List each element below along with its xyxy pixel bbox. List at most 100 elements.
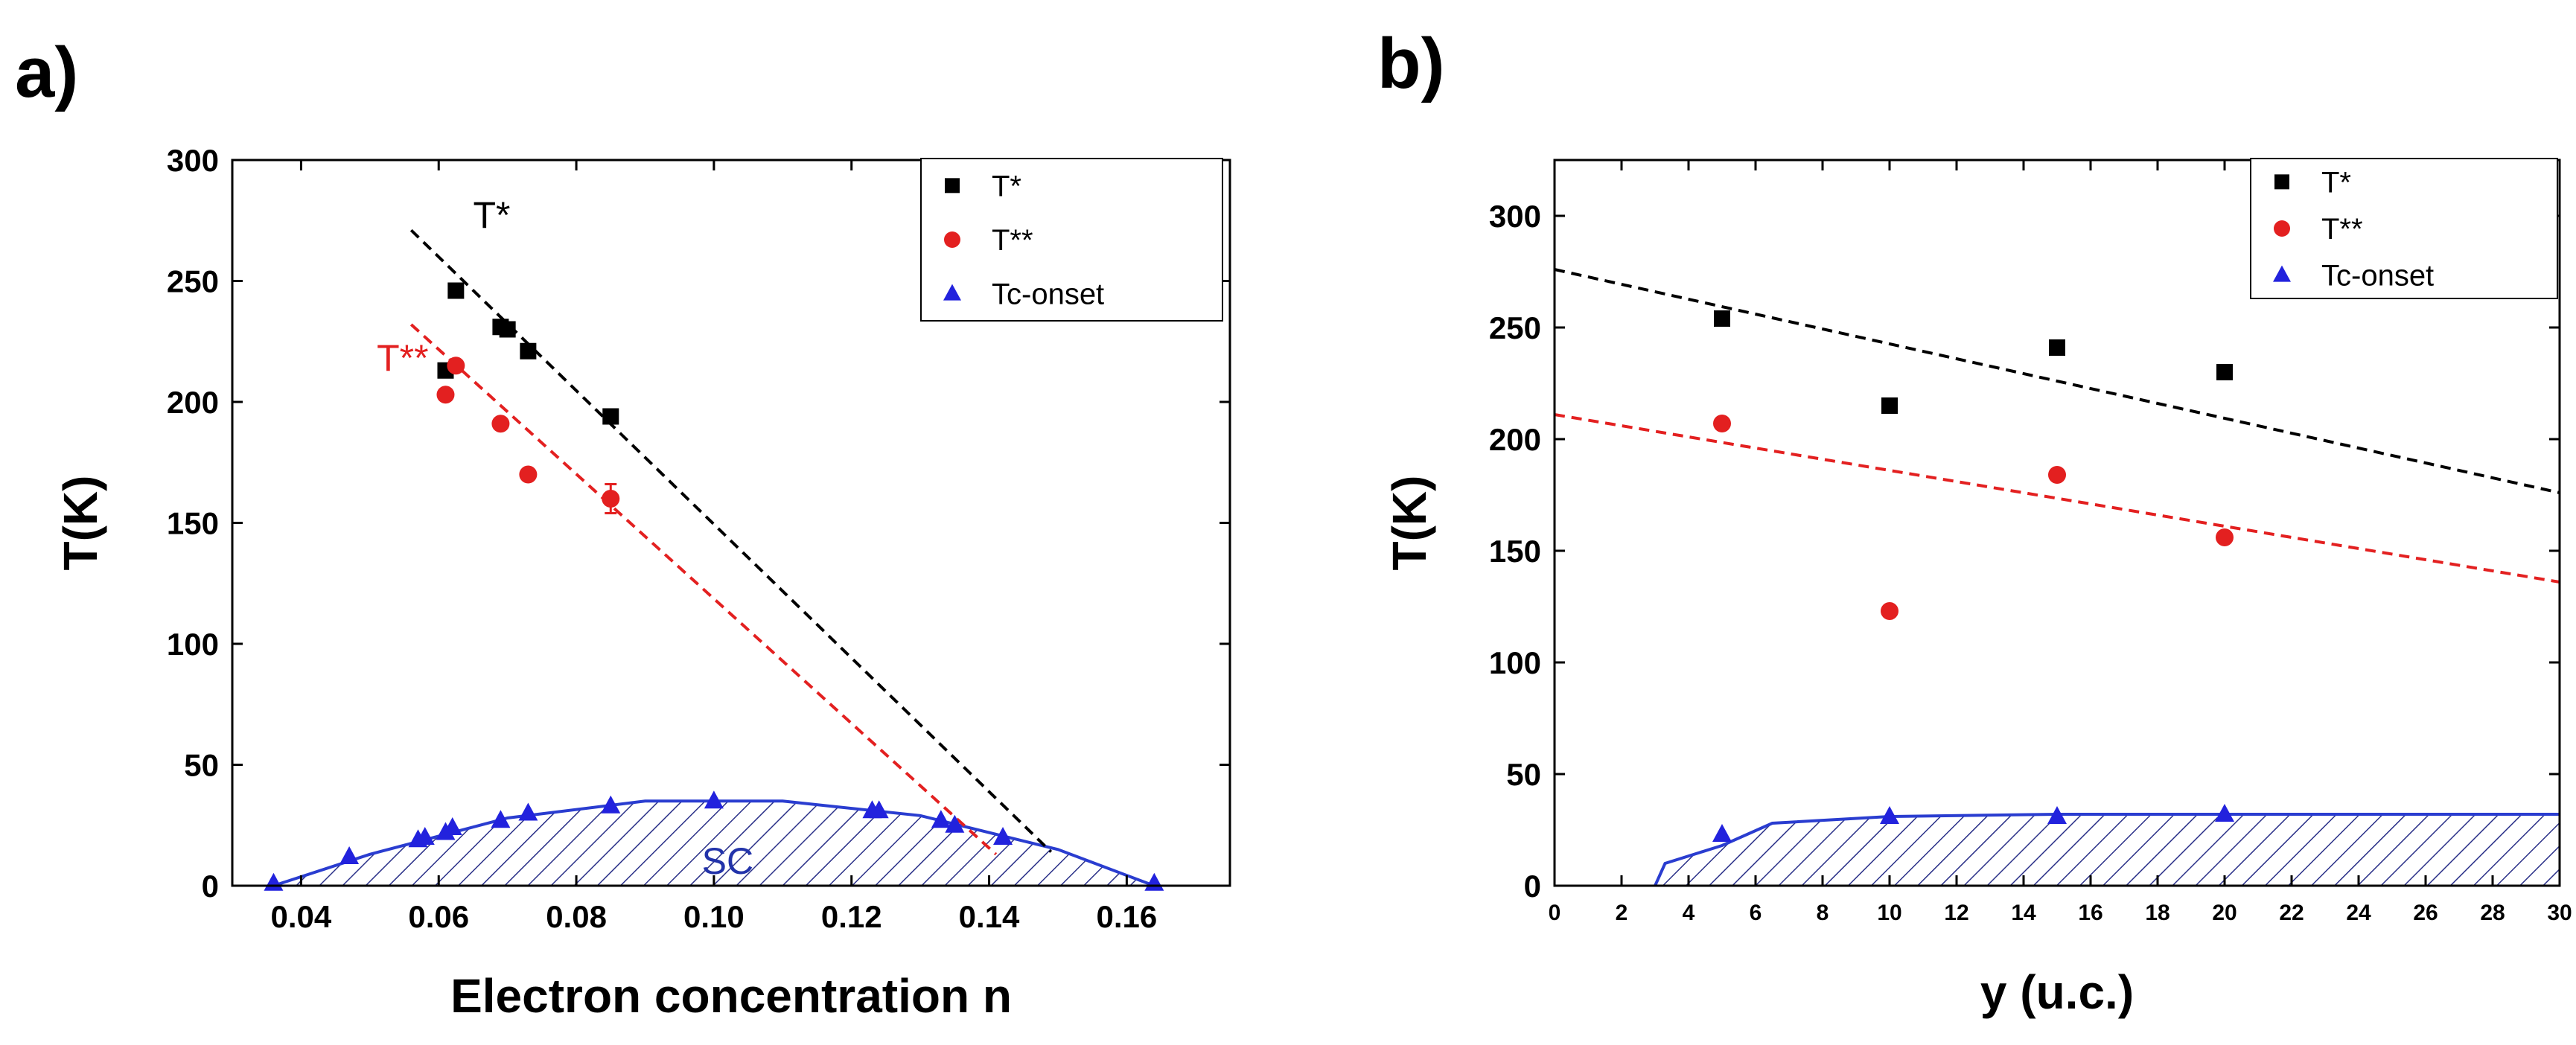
data-point-tc-onset-9 xyxy=(704,790,724,809)
y-tick-label: 200 xyxy=(1489,422,1541,457)
x-tick-label: 0.16 xyxy=(1097,899,1158,934)
y-tick-label: 0 xyxy=(1524,869,1541,904)
y-tick-label: 300 xyxy=(167,143,219,178)
data-point-tc-onset-1 xyxy=(1880,806,1899,824)
legend-marker-1 xyxy=(944,231,960,248)
annotation-sc: SC xyxy=(702,840,753,882)
y-tick-label: 150 xyxy=(167,506,219,541)
legend-entry-1: T** xyxy=(2321,213,2363,246)
y-tick-label: 50 xyxy=(1506,757,1541,792)
fit-line-t-double-star xyxy=(1554,413,2560,584)
x-tick-label: 0.04 xyxy=(271,899,332,934)
y-tick-label: 100 xyxy=(1489,645,1541,680)
x-axis-title: Electron concentration n xyxy=(450,969,1012,1023)
x-tick-label: 0.06 xyxy=(408,899,469,934)
legend-entry-2: Tc-onset xyxy=(992,278,1104,311)
data-point-tc-onset-7 xyxy=(518,802,538,821)
legend-box xyxy=(920,158,1223,322)
panel-b-label: b) xyxy=(1377,24,1445,103)
data-point-t-0 xyxy=(436,386,455,404)
data-point-tc-onset-0 xyxy=(1712,824,1732,842)
fit-line-t-star xyxy=(409,229,1053,853)
legend-marker-0 xyxy=(2274,174,2289,190)
data-point-t-2 xyxy=(491,415,510,433)
y-tick-label: 200 xyxy=(167,385,219,420)
data-point-tc-onset-12 xyxy=(931,810,951,828)
data-point-t-3 xyxy=(519,465,538,484)
x-tick-label: 14 xyxy=(2011,901,2036,925)
data-point-tc-onset-11 xyxy=(869,800,889,819)
fit-line-t-star xyxy=(1554,268,2560,494)
data-point-t-3 xyxy=(2216,364,2233,380)
data-point-t-0 xyxy=(1713,415,1731,432)
x-tick-label: 0.10 xyxy=(683,899,745,934)
legend-entry-1: T** xyxy=(992,224,1033,257)
legend-box xyxy=(2250,158,2558,299)
y-tick-label: 0 xyxy=(202,869,219,904)
data-point-t-1 xyxy=(1881,602,1898,620)
data-point-t-0 xyxy=(1714,310,1730,327)
annotation-tstarstar: T** xyxy=(377,337,428,379)
x-tick-label: 18 xyxy=(2145,901,2169,925)
data-point-t-3 xyxy=(2216,528,2234,546)
y-tick-label: 250 xyxy=(167,264,219,299)
annotation-tstar: T* xyxy=(473,194,510,236)
x-axis-title: y (u.c.) xyxy=(1980,965,2134,1019)
data-point-t-5 xyxy=(602,408,619,425)
y-tick-label: 100 xyxy=(167,627,219,662)
x-tick-label: 16 xyxy=(2078,901,2102,925)
data-point-t-1 xyxy=(447,357,465,375)
legend-marker-1 xyxy=(2274,220,2290,237)
x-tick-label: 4 xyxy=(1683,901,1695,925)
x-tick-label: 0.08 xyxy=(546,899,607,934)
data-point-tc-onset-3 xyxy=(415,827,435,845)
x-tick-label: 2 xyxy=(1616,901,1628,925)
legend-marker-2 xyxy=(943,284,961,301)
x-tick-label: 24 xyxy=(2346,901,2371,925)
x-tick-label: 22 xyxy=(2279,901,2304,925)
panel-a-label: a) xyxy=(15,33,78,112)
data-point-t-2 xyxy=(2049,339,2065,356)
x-tick-label: 0.14 xyxy=(959,899,1020,934)
legend-entry-0: T* xyxy=(992,170,1021,202)
legend-entry-2: Tc-onset xyxy=(2321,260,2434,293)
data-point-tc-onset-14 xyxy=(993,827,1013,845)
data-point-tc-onset-8 xyxy=(601,795,621,814)
y-axis-title: T(K) xyxy=(1383,476,1436,571)
data-point-tc-onset-3 xyxy=(2215,804,2234,822)
panel-a-chart: a) T* T** SC 0.04 0.06 0.08 0.10 0.12 0.14 0.16 0 5… xyxy=(15,33,1231,1023)
x-tick-label: 28 xyxy=(2480,901,2505,925)
x-tick-label: 10 xyxy=(1877,901,1901,925)
data-point-t-1 xyxy=(447,282,465,299)
plot-frame xyxy=(1553,159,2561,887)
sc-region-fill xyxy=(1655,814,2560,886)
x-tick-label: 6 xyxy=(1750,901,1762,925)
data-point-t-2 xyxy=(2048,466,2066,484)
data-point-tc-onset-6 xyxy=(491,810,511,828)
data-point-tc-onset-0 xyxy=(264,872,284,891)
y-tick-label: 250 xyxy=(1489,310,1541,345)
x-tick-label: 26 xyxy=(2413,901,2438,925)
data-point-tc-onset-1 xyxy=(339,846,360,864)
y-tick-label: 300 xyxy=(1489,199,1541,234)
x-tick-label: 12 xyxy=(1944,901,1968,925)
x-tick-label: 0.12 xyxy=(821,899,882,934)
data-point-t-3 xyxy=(499,321,516,338)
sc-region-boundary xyxy=(1654,813,2560,886)
panel-b-chart: b) 0 2 4 6 8 10 12 14 16 18 20 22 24 26 28 300501001502… xyxy=(1377,24,2572,1019)
y-tick-label: 50 xyxy=(184,748,219,783)
data-point-t-4 xyxy=(520,342,537,359)
legend-marker-0 xyxy=(945,178,960,194)
data-point-tc-onset-2 xyxy=(2047,806,2067,824)
x-tick-label: 30 xyxy=(2547,901,2572,925)
data-point-tc-onset-5 xyxy=(442,817,462,835)
y-axis-title: T(K) xyxy=(54,476,107,571)
legend-marker-2 xyxy=(2273,265,2291,282)
x-tick-label: 0 xyxy=(1549,901,1561,925)
x-tick-label: 8 xyxy=(1817,901,1829,925)
data-point-t-1 xyxy=(1881,397,1898,414)
legend-entry-0: T* xyxy=(2321,166,2351,199)
fit-line-t-double-star xyxy=(409,323,998,856)
y-tick-label: 150 xyxy=(1489,534,1541,569)
